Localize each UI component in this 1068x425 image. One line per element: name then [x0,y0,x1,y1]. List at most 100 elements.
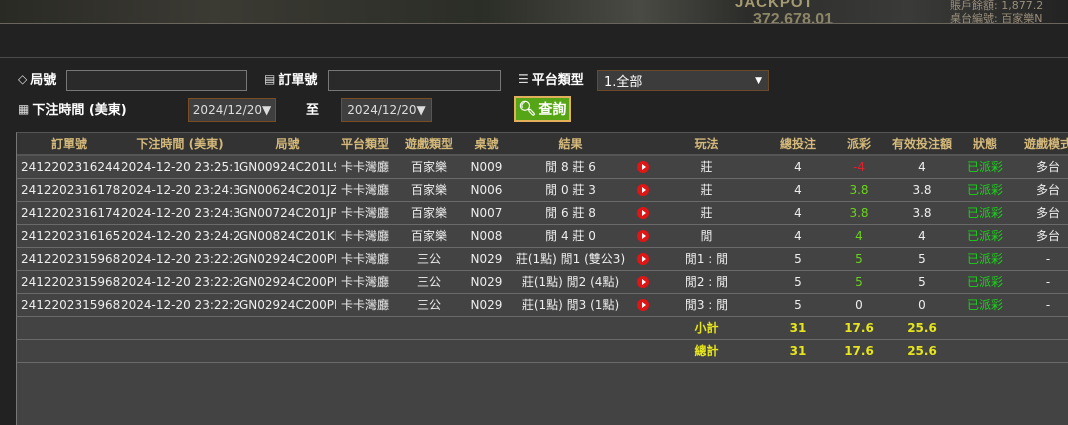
cell-table-no: N029 [464,247,509,271]
cell-total-bet: 5 [759,293,837,317]
cell-status: 已派彩 [963,155,1007,179]
subtotal-valid: 25.6 [881,316,963,340]
header-video [632,133,654,156]
cell-table-no: N009 [464,155,509,179]
cell-payout: 5 [837,270,881,294]
cell-total-bet: 4 [759,155,837,179]
header-payout: 派彩 [837,133,881,156]
header-table-no: 桌號 [464,133,509,156]
table-row: 2412202316178502024-12-20 23:24:35GN0062… [17,178,1068,202]
cell-result: 閒 4 莊 0 [509,224,632,248]
date-to-select[interactable]: 2024/12/20▼ [341,98,432,122]
cell-order: 241220231617850 [17,178,121,202]
calendar-icon: ▦ [18,101,30,116]
cell-platform: 卡卡灣廳 [336,247,394,271]
cell-game-mode: 多台 [1007,201,1068,225]
cell-game-type: 三公 [394,293,464,317]
cell-valid-bet: 0 [881,293,963,317]
video-replay-button[interactable] [632,247,654,271]
search-button[interactable]: 🔍︎ 查詢 [514,96,571,122]
total-cell [121,339,239,363]
cell-payout: 3.8 [837,201,881,225]
cell-bet-time: 2024-12-20 23:22:21 [121,293,239,317]
cell-valid-bet: 3.8 [881,201,963,225]
clipboard-icon: ▤ [264,71,276,86]
total-cell [509,339,632,363]
cell-status: 已派彩 [963,247,1007,271]
cell-platform: 卡卡灣廳 [336,201,394,225]
cell-valid-bet: 3.8 [881,178,963,202]
video-replay-button[interactable] [632,270,654,294]
cell-payout: 5 [837,247,881,271]
cell-result: 莊(1點) 閒2 (4點) [509,270,632,294]
round-label: ◇ 局號 [18,71,57,89]
bet-records-table: 訂單號 下注時間 (美東) 局號 平台類型 遊戲類型 桌號 結果 玩法 總投注 派彩 有效投注額 狀態… [16,132,1068,425]
subtotal-cell [394,316,464,340]
cell-table-no: N006 [464,178,509,202]
cell-play: 閒2 : 閒 [654,270,759,294]
cell-table-no: N029 [464,293,509,317]
jackpot-value: 372,678.01 [753,11,834,23]
cell-game-mode: 多台 [1007,155,1068,179]
table-row: 2412202315968322024-12-20 23:22:21GN0292… [17,270,1068,294]
header-result: 結果 [509,133,632,156]
cell-result: 閒 6 莊 8 [509,201,632,225]
video-replay-button[interactable] [632,293,654,317]
cell-play: 閒 [654,224,759,248]
platform-select[interactable]: 1.全部 ▼ [597,70,769,91]
cell-total-bet: 4 [759,224,837,248]
cell-status: 已派彩 [963,270,1007,294]
cell-play: 莊 [654,201,759,225]
cell-round: GN00824C201KP [239,224,336,248]
cell-bet-time: 2024-12-20 23:25:19 [121,155,239,179]
cell-round: GN00624C201JZ [239,178,336,202]
cell-bet-time: 2024-12-20 23:24:33 [121,201,239,225]
header-platform: 平台類型 [336,133,394,156]
header-status: 狀態 [963,133,1007,156]
cell-payout: 3.8 [837,178,881,202]
video-replay-button[interactable] [632,224,654,248]
total-valid: 25.6 [881,339,963,363]
cell-valid-bet: 5 [881,270,963,294]
video-replay-button[interactable] [632,178,654,202]
to-label: 至 [306,103,320,118]
play-icon [637,207,649,219]
total-cell [632,339,654,363]
cell-result: 莊(1點) 閒3 (1點) [509,293,632,317]
subtotal-row: 小計 31 17.6 25.6 [17,316,1068,340]
cell-bet-time: 2024-12-20 23:24:35 [121,178,239,202]
round-input[interactable] [66,70,247,91]
cell-play: 莊 [654,155,759,179]
order-input[interactable] [328,70,501,91]
cell-payout: -4 [837,155,881,179]
cell-round: GN00724C201JP [239,201,336,225]
cell-bet-time: 2024-12-20 23:22:21 [121,270,239,294]
date-from-select[interactable]: 2024/12/20▼ [188,98,276,122]
total-cell [394,339,464,363]
header-order: 訂單號 [17,133,121,156]
video-replay-button[interactable] [632,201,654,225]
subtotal-label: 小計 [654,316,759,340]
header-play: 玩法 [654,133,759,156]
table-row: 2412202315968312024-12-20 23:22:21GN0292… [17,293,1068,317]
header-bet-time: 下注時間 (美東) [121,133,239,156]
cell-platform: 卡卡灣廳 [336,293,394,317]
cell-status: 已派彩 [963,201,1007,225]
total-cell [17,339,121,363]
table-row: 2412202316174382024-12-20 23:24:33GN0072… [17,201,1068,225]
subtotal-cell [121,316,239,340]
total-cell [239,339,336,363]
balance-text: 賬戶餘額: 1,877.2 [950,0,1044,12]
header-game-mode: 遊戲模式 [1007,133,1068,156]
play-icon [637,276,649,288]
cell-platform: 卡卡灣廳 [336,155,394,179]
cell-total-bet: 4 [759,178,837,202]
header-round: 局號 [239,133,336,156]
cell-round: GN02924C200PD [239,293,336,317]
list-icon: ☰ [518,71,529,86]
video-replay-button[interactable] [632,155,654,179]
order-label: ▤ 訂單號 [264,71,318,89]
subtotal-cell [632,316,654,340]
cell-table-no: N007 [464,201,509,225]
cell-result: 莊(1點) 閒1 (雙公3) [509,247,632,271]
